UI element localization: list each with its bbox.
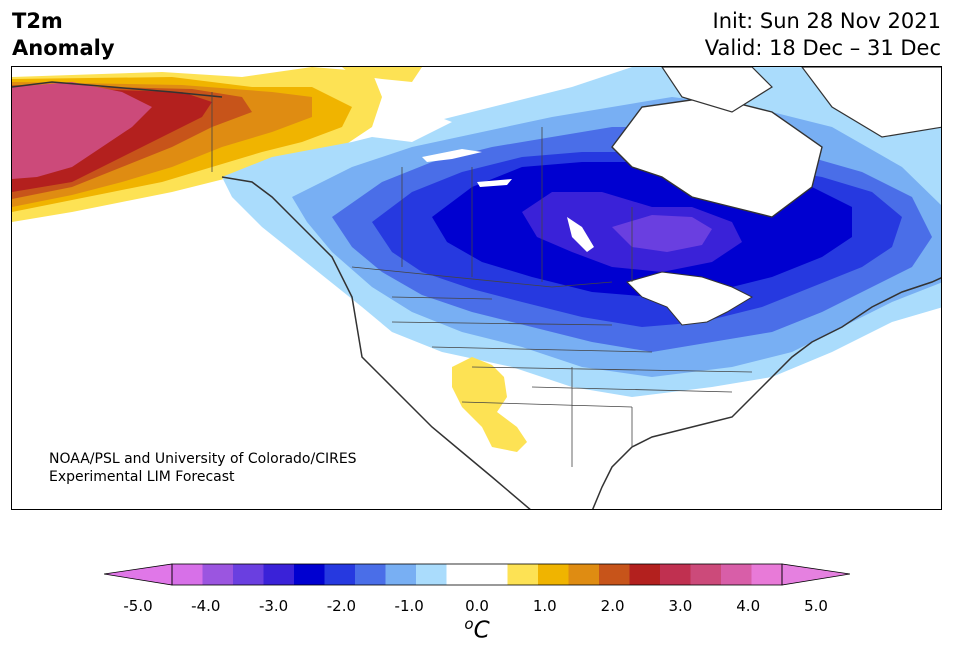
lake-athabasca [477, 179, 512, 187]
date-info: Init: Sun 28 Nov 2021 Valid: 18 Dec – 31… [705, 8, 941, 62]
colorbar-cell [233, 564, 264, 585]
colorbar-cell [660, 564, 691, 585]
colorbar-cell [355, 564, 386, 585]
colorbar-tick-label: -4.0 [191, 597, 221, 615]
credit-text: NOAA/PSL and University of Colorado/CIRE… [49, 450, 357, 486]
colorbar-cell [599, 564, 630, 585]
colorbar-cell [385, 564, 417, 585]
colorbar-cell [294, 564, 325, 585]
chart-title: T2m Anomaly [12, 8, 115, 62]
colorbar-tick-label: -3.0 [258, 597, 289, 615]
great-lakes [626, 271, 754, 326]
colorbar-cell [477, 564, 508, 585]
colorbar-tick-label: 0.0 [465, 597, 489, 615]
lake-winnipeg [567, 217, 594, 252]
colorbar-cell [751, 564, 783, 585]
colorbar-cells [172, 564, 783, 585]
anomaly-label: Anomaly [12, 36, 115, 60]
colorbar-cell [568, 564, 600, 585]
colorbar [104, 563, 850, 586]
colorbar-tick-label: -2.0 [326, 597, 357, 615]
anomaly-pos-north [342, 67, 422, 82]
colorbar-cell [263, 564, 295, 585]
colorbar-cell [629, 564, 661, 585]
colorbar-tick-label: 2.0 [600, 597, 625, 615]
unit-letter: C [473, 617, 490, 644]
arctic-ocean-white [372, 107, 452, 142]
colorbar-tick-label: 3.0 [668, 597, 693, 615]
colorbar-tick-label: 5.0 [804, 597, 828, 615]
anomaly-map [11, 66, 942, 510]
map-svg [12, 67, 941, 509]
init-date: Init: Sun 28 Nov 2021 [712, 9, 941, 33]
colorbar-cell [446, 564, 478, 585]
credit-line-1: NOAA/PSL and University of Colorado/CIRE… [49, 451, 357, 467]
colorbar-tick-label: 1.0 [532, 597, 557, 615]
anomaly-pos-alaska-6 [12, 82, 152, 179]
colorbar-cell [721, 564, 752, 585]
credit-line-2: Experimental LIM Forecast [49, 469, 235, 485]
colorbar-cell [172, 564, 203, 585]
colorbar-cell [416, 564, 447, 585]
colorbar-cell [507, 564, 539, 585]
great-slave-lake [422, 149, 482, 162]
colorbar-right-arrow [781, 563, 850, 586]
colorbar-cell [690, 564, 722, 585]
arctic-islands [661, 67, 941, 138]
colorbar-cell [538, 564, 569, 585]
colorbar-border [171, 563, 783, 586]
valid-range: Valid: 18 Dec – 31 Dec [704, 36, 941, 60]
anomaly-pos-southwest [452, 357, 527, 452]
anomaly-neg-4 [612, 215, 712, 252]
colorbar-tick-label: -1.0 [394, 597, 424, 615]
colorbar-cell [324, 564, 356, 585]
colorbar-tick-label: -5.0 [123, 597, 153, 615]
coastline [12, 81, 941, 509]
colorbar-unit: oC [464, 615, 489, 644]
colorbar-cell [202, 564, 234, 585]
colorbar-left-arrow [104, 563, 173, 586]
degree-sign: o [464, 615, 474, 633]
colorbar-tick-label: 4.0 [736, 597, 761, 615]
borders [211, 92, 753, 467]
variable-label: T2m [12, 9, 63, 33]
